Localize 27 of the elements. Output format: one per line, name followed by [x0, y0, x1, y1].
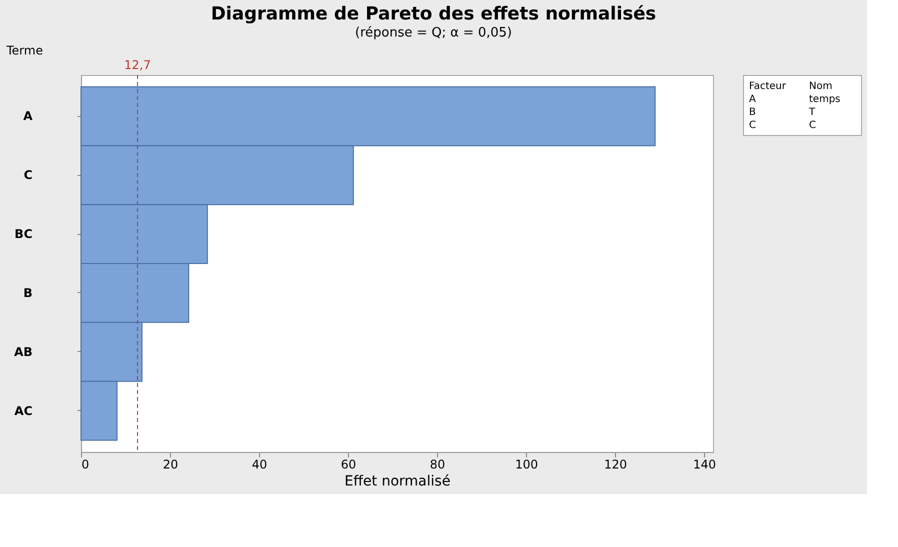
- y-tick-label: AB: [14, 344, 32, 359]
- x-tick-label: 140: [693, 458, 716, 472]
- x-tick-label: 20: [162, 458, 178, 472]
- y-axis-title: Terme: [6, 44, 43, 58]
- text: T: [808, 107, 816, 118]
- text: A: [749, 94, 756, 105]
- y-tick-label: BC: [14, 227, 33, 242]
- x-tick-label: 80: [430, 458, 446, 472]
- text: B: [749, 107, 756, 118]
- x-axis-title: Effet normalisé: [344, 474, 450, 490]
- x-tick-label: 0: [82, 458, 90, 472]
- y-tick-label: B: [23, 286, 32, 300]
- text: Facteur: [749, 81, 787, 92]
- y-tick-label: A: [23, 109, 34, 124]
- x-tick-label: 60: [340, 458, 356, 472]
- text: C: [749, 120, 756, 131]
- y-tick-label: AC: [14, 404, 33, 418]
- text: C: [809, 120, 816, 131]
- ref-line-label: 12,7: [124, 58, 151, 72]
- chart-subtitle: (réponse = Q; α = 0,05): [355, 26, 512, 40]
- text: Nom: [809, 81, 832, 92]
- x-tick-label: 40: [252, 458, 268, 472]
- x-tick-label: 100: [515, 458, 538, 472]
- y-tick-label: C: [24, 168, 33, 182]
- text: temps: [809, 94, 840, 105]
- x-tick-label: 120: [604, 458, 628, 472]
- chart-title: Diagramme de Pareto des effets normalisés: [210, 4, 656, 24]
